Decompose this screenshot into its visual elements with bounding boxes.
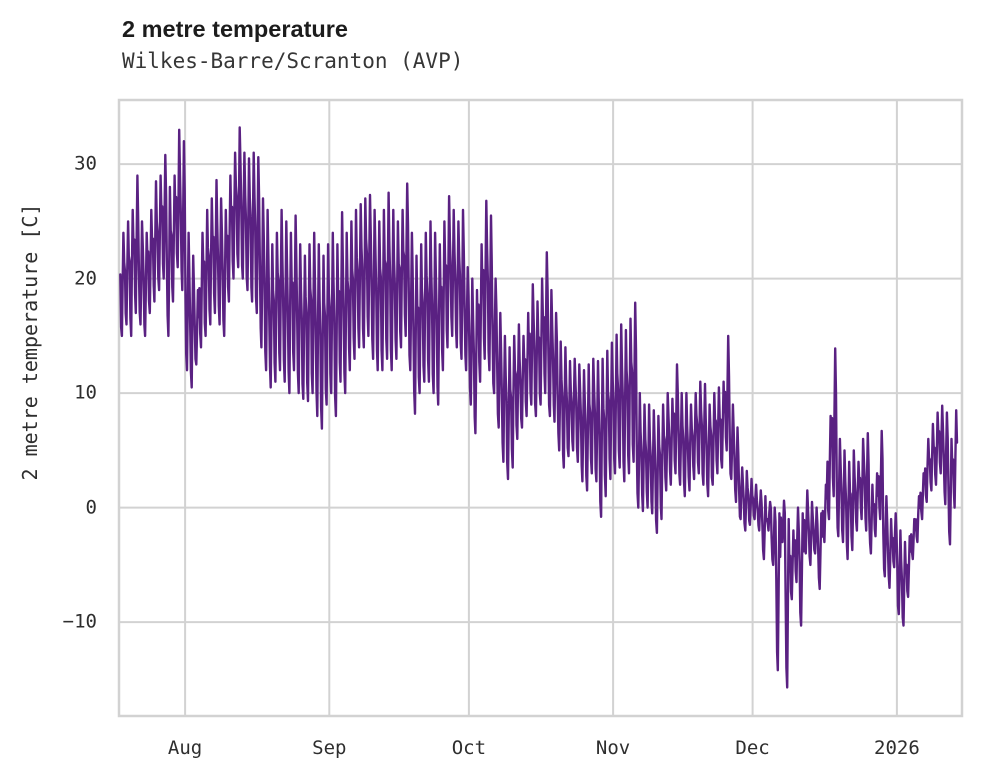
- y-tick-label-neg10: −10: [62, 610, 97, 633]
- x-tick-label-2026: 2026: [874, 737, 920, 759]
- y-tick-label-10: 10: [74, 381, 97, 404]
- x-tick-label-dec: Dec: [735, 737, 770, 759]
- y-tick-label-30: 30: [74, 152, 97, 175]
- temperature-line: [119, 126, 959, 689]
- chart-title: 2 metre temperature: [122, 16, 348, 42]
- x-tick-label-nov: Nov: [595, 737, 631, 759]
- x-tick-label-aug: Aug: [167, 737, 203, 759]
- plot-border: [117, 98, 964, 718]
- y-tick-label-0: 0: [85, 496, 97, 519]
- y-tick-label-20: 20: [74, 267, 97, 290]
- chart-subtitle: Wilkes-Barre/Scranton (AVP): [122, 49, 464, 73]
- x-tick-label-sep: Sep: [312, 737, 347, 759]
- x-tick-label-oct: Oct: [451, 737, 487, 759]
